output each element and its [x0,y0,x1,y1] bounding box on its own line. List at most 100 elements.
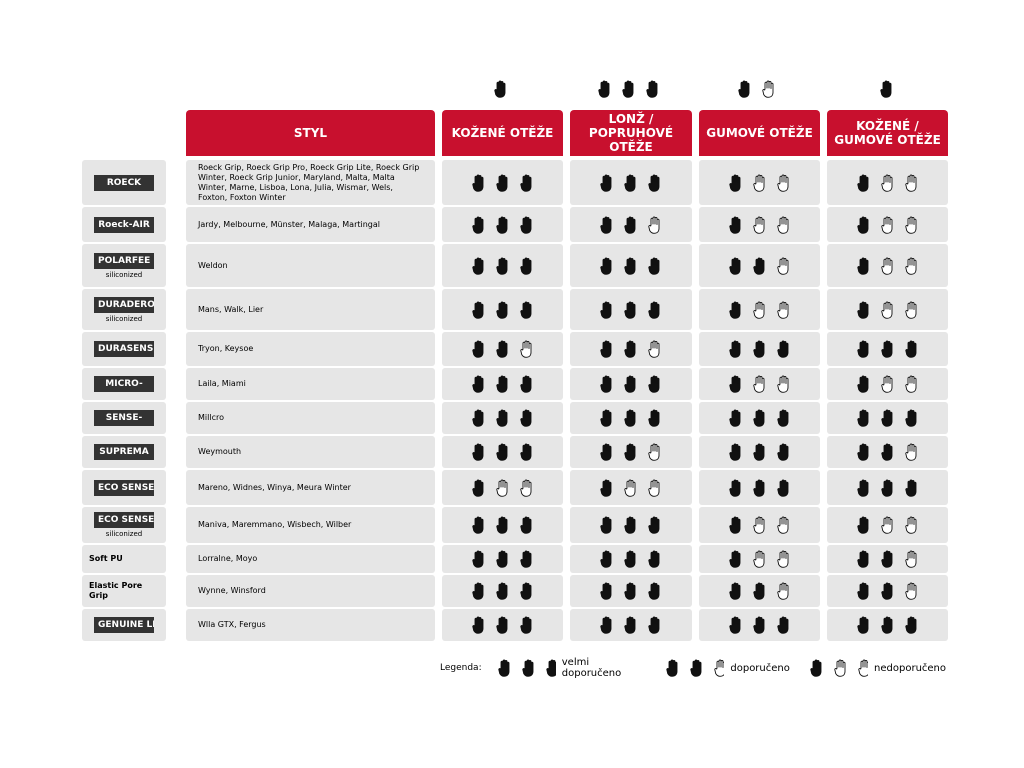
brand-note: siliconized [105,314,143,323]
hand-filled [752,616,764,634]
rating-cell [827,207,948,242]
brand-note: siliconized [105,530,143,538]
brand-logo: DURASENSE [94,341,154,357]
rating-cell [570,160,692,205]
hand-filled [856,174,868,192]
hand-filled [471,443,483,461]
style-cell: Millcro [186,402,435,434]
rating-cell [827,436,948,468]
hand-filled [904,409,916,427]
hand-filled [648,174,660,192]
hand-filled [598,80,610,98]
hand-filled [471,409,483,427]
rating-cell [827,368,948,400]
hand-filled [495,340,507,358]
hand-filled [471,479,483,497]
rating-cell [442,160,563,205]
rating-icons [728,443,788,461]
hand-filled [495,301,507,319]
rating-icons [600,582,660,600]
rating-cell [699,609,820,641]
hand-filled [471,375,483,393]
hand-filled [495,257,507,275]
hand-filled [624,443,636,461]
hand-filled [856,301,868,319]
style-cell: Roeck Grip, Roeck Grip Pro, Roeck Grip L… [186,160,435,205]
hand-filled [666,659,678,677]
rating-cell [442,207,563,242]
hand-outline [776,301,788,319]
hand-outline [648,216,660,234]
rating-cell [570,207,692,242]
hand-filled [880,443,892,461]
hand-filled [728,479,740,497]
hand-filled [856,582,868,600]
rating-icons [856,340,916,358]
rating-cell [699,470,820,505]
hand-filled [495,516,507,534]
rating-icons [471,257,531,275]
rating-icons [856,174,916,192]
rating-icons [598,80,658,98]
rating-icons [856,257,916,275]
hand-filled [880,80,892,98]
style-cell: Lorralne, Moyo [186,545,435,573]
style-cell: Mans, Walk, Lier [186,289,435,330]
hand-outline [752,375,764,393]
hand-outline [880,257,892,275]
hand-filled [519,516,531,534]
hand-filled [519,550,531,568]
hand-filled [880,550,892,568]
hand-outline [904,443,916,461]
rating-icons [666,659,725,677]
rating-cell [699,332,820,366]
hand-filled [600,516,612,534]
hand-outline [762,80,774,98]
rating-icons [856,409,916,427]
hand-outline [904,582,916,600]
hand-filled [880,409,892,427]
hand-filled [904,616,916,634]
rating-icons [471,174,531,192]
rating-cell [827,244,948,287]
brand-cell: SUPREMA [82,436,166,468]
hand-filled [624,516,636,534]
rating-icons [471,216,531,234]
brand-logo: Soft PU [89,554,123,563]
hand-filled [690,659,702,677]
brand-cell: Roeck-AIR [82,207,166,242]
rating-icons [728,174,788,192]
hand-filled [856,375,868,393]
rating-cell [699,436,820,468]
rating-icons [728,340,788,358]
rating-cell [442,368,563,400]
hand-outline [776,582,788,600]
hand-filled [856,616,868,634]
rating-icons [856,616,916,634]
rating-cell [442,575,563,607]
rating-icons [471,479,531,497]
rating-cell [827,470,948,505]
hand-outline [880,301,892,319]
hand-filled [648,257,660,275]
hand-filled [497,659,510,677]
rating-icons [497,659,556,677]
hand-outline [648,479,660,497]
hand-filled [519,174,531,192]
hand-outline [519,340,531,358]
rating-icons [728,616,788,634]
rating-cell [442,289,563,330]
style-cell: Laila, Miami [186,368,435,400]
rating-cell [699,507,820,543]
hand-filled [904,340,916,358]
hand-filled [494,80,506,98]
rating-cell [570,332,692,366]
rating-icons [856,375,916,393]
hand-filled [856,340,868,358]
hand-outline [858,659,869,677]
hand-outline [904,216,916,234]
style-cell: Mareno, Widnes, Winya, Meura Winter [186,470,435,505]
hand-outline [648,340,660,358]
brand-cell: ROECK [82,160,166,205]
style-cell: Wynne, Winsford [186,575,435,607]
